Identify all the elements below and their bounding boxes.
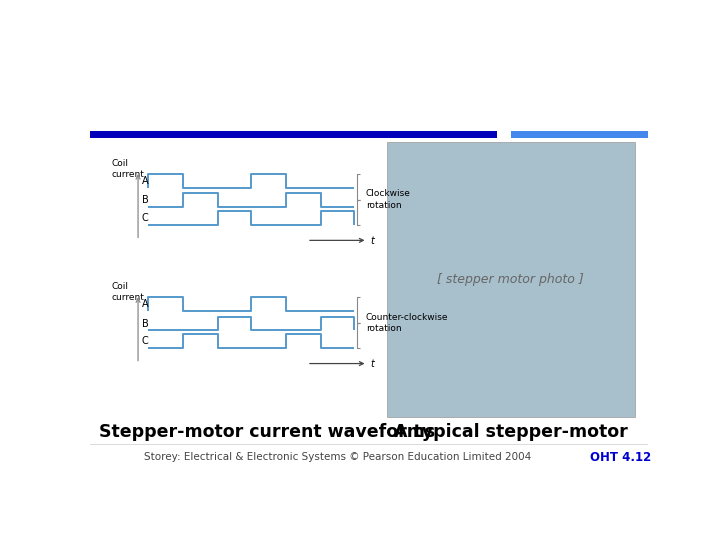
Text: C: C [142, 213, 148, 223]
Text: Stepper-motor current waveforms: Stepper-motor current waveforms [99, 423, 436, 441]
Text: B: B [142, 195, 148, 205]
Text: C: C [142, 336, 148, 346]
Bar [387, 142, 635, 417]
Text: Counter-clockwise
rotation: Counter-clockwise rotation [366, 313, 449, 333]
Text: OHT 4.12: OHT 4.12 [590, 451, 652, 464]
Text: B: B [142, 319, 148, 328]
Text: Clockwise
rotation: Clockwise rotation [366, 190, 411, 210]
Text: Storey: Electrical & Electronic Systems © Pearson Education Limited 2004: Storey: Electrical & Electronic Systems … [145, 453, 531, 462]
Text: Coil
current: Coil current [112, 159, 145, 179]
Bar [510, 131, 648, 138]
Text: A: A [142, 299, 148, 309]
Text: A: A [142, 176, 148, 186]
Text: A typical stepper-motor: A typical stepper-motor [394, 423, 628, 441]
Text: Coil
current: Coil current [112, 282, 145, 302]
Text: t: t [371, 359, 374, 369]
Bar [90, 131, 497, 138]
Text: t: t [371, 236, 374, 246]
Text: [ stepper motor photo ]: [ stepper motor photo ] [438, 273, 584, 286]
